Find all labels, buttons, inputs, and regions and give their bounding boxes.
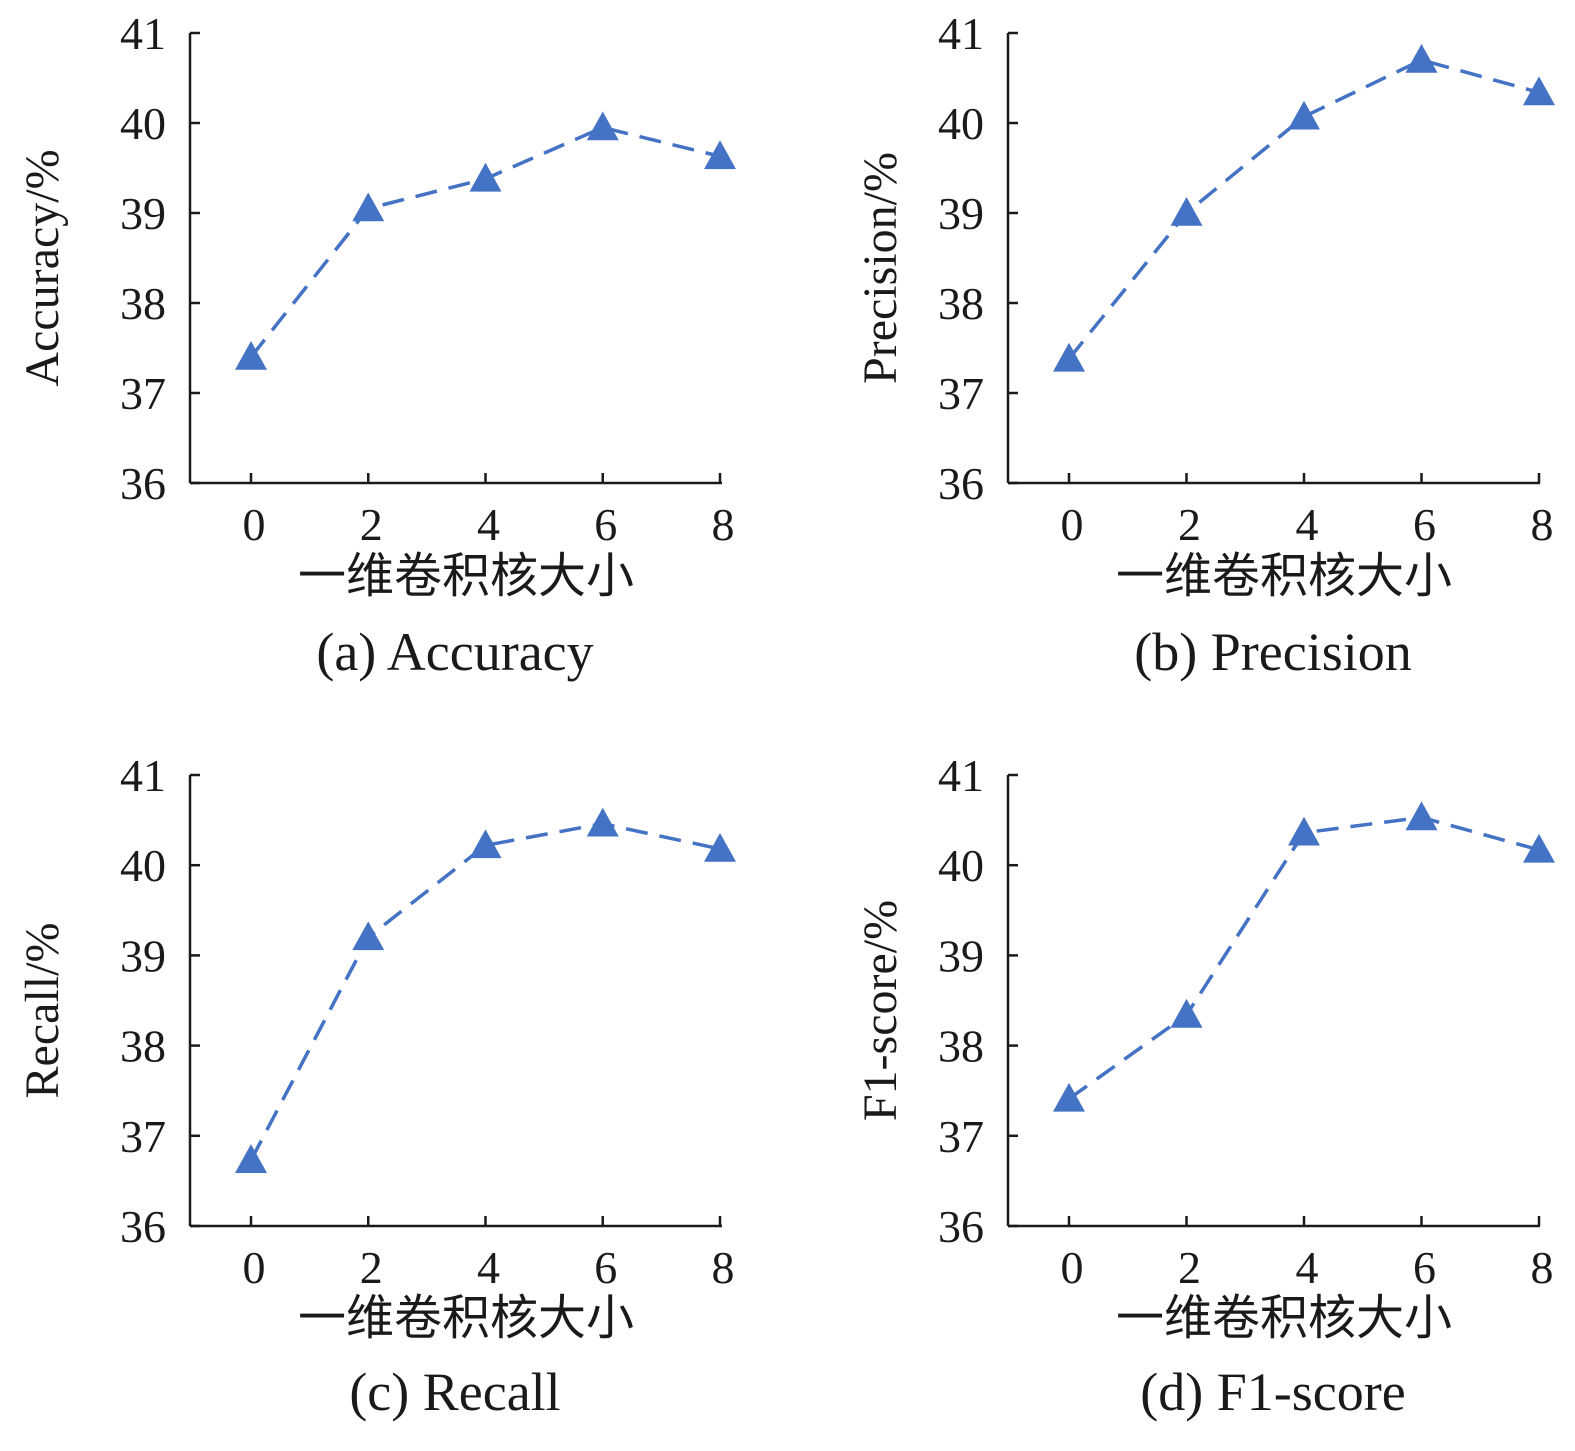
- chart-panel-4: 36 37 38 39 40 41 0 2 4 6 8 F1-score/% 一维卷积核大小 (d) F1…: [854, 750, 1555, 1422]
- x-tick-label: 6: [594, 1242, 617, 1293]
- y-tick-label: 38: [120, 1021, 166, 1072]
- x-tick-label: 0: [1061, 499, 1084, 550]
- chart-panel-1: 36 37 38 39 40 41 0 2 4 6 8 Accuracy/% 一维卷积核大小 (a) Ac…: [16, 8, 736, 682]
- x-tick-label: 8: [712, 1242, 735, 1293]
- data-point-triangle: [469, 162, 502, 192]
- x-axis-title: 一维卷积核大小: [1116, 1292, 1452, 1345]
- y-axis-title: F1-score/%: [854, 900, 907, 1121]
- y-tick-label: 40: [938, 98, 984, 149]
- data-point-triangle: [1523, 76, 1555, 106]
- x-tick-label: 4: [1296, 499, 1319, 550]
- y-tick-label: 38: [120, 278, 166, 329]
- x-tick-label: 8: [712, 499, 735, 550]
- data-point-triangle: [469, 829, 502, 859]
- data-point-triangle: [704, 140, 736, 170]
- panel-caption: (d) F1-score: [1140, 1362, 1405, 1422]
- data-point-triangle: [352, 921, 385, 951]
- x-tick-label: 2: [360, 1242, 383, 1293]
- panel-caption: (b) Precision: [1134, 622, 1411, 682]
- data-point-triangle: [1405, 44, 1438, 73]
- x-tick-label: 0: [243, 1242, 266, 1293]
- y-tick-label: 36: [120, 1201, 166, 1252]
- data-point-triangle: [235, 1144, 267, 1173]
- chart-panel-3: 36 37 38 39 40 41 0 2 4 6 8 Recall/% 一维卷积核大小 (c) Reca…: [16, 750, 736, 1422]
- y-tick-label: 41: [938, 750, 984, 801]
- y-tick-label: 37: [938, 368, 984, 419]
- panel-caption: (c) Recall: [349, 1362, 560, 1422]
- y-tick-label: 39: [938, 188, 984, 239]
- y-tick-label: 41: [120, 750, 166, 801]
- x-tick-label: 0: [243, 499, 266, 550]
- x-axis-title: 一维卷积核大小: [1116, 550, 1452, 603]
- y-tick-label: 40: [120, 98, 166, 149]
- data-point-triangle: [1405, 801, 1438, 831]
- data-point-triangle: [1288, 816, 1320, 846]
- data-point-triangle: [586, 111, 619, 141]
- x-tick-label: 4: [477, 1242, 500, 1293]
- y-tick-label: 39: [120, 930, 166, 981]
- y-tick-label: 39: [938, 930, 984, 981]
- data-point-triangle: [704, 832, 736, 862]
- series-line: [249, 125, 721, 359]
- x-axis-title: 一维卷积核大小: [298, 1292, 634, 1345]
- chart-panel-2: 36 37 38 39 40 41 0 2 4 6 8 Precision/% 一维卷积核大小 (b) P…: [854, 8, 1555, 682]
- panel-caption: (a) Accuracy: [316, 622, 593, 682]
- y-tick-label: 40: [938, 840, 984, 891]
- data-point-triangle: [1523, 833, 1555, 863]
- data-point-triangle: [1053, 1082, 1085, 1112]
- y-tick-label: 37: [120, 368, 166, 419]
- x-tick-label: 4: [477, 499, 500, 550]
- y-tick-label: 40: [120, 840, 166, 891]
- y-tick-label: 36: [120, 458, 166, 509]
- y-tick-label: 38: [938, 278, 984, 329]
- x-tick-label: 2: [1178, 1242, 1201, 1293]
- y-axis-title: Accuracy/%: [16, 149, 69, 386]
- series-line: [249, 821, 721, 1161]
- y-axis-title: Precision/%: [854, 152, 907, 384]
- x-tick-label: 2: [1178, 499, 1201, 550]
- series-line: [1067, 815, 1540, 1101]
- y-tick-label: 36: [938, 1201, 984, 1252]
- x-tick-label: 6: [1413, 1242, 1436, 1293]
- data-point-triangle: [1288, 100, 1320, 130]
- x-tick-label: 0: [1061, 1242, 1084, 1293]
- data-point-triangle: [586, 807, 619, 837]
- y-tick-label: 41: [120, 8, 166, 59]
- y-tick-label: 38: [938, 1021, 984, 1072]
- data-point-triangle: [352, 192, 385, 222]
- x-tick-label: 2: [360, 499, 383, 550]
- series-line: [1067, 58, 1540, 360]
- data-point-triangle: [235, 341, 267, 370]
- x-axis-title: 一维卷积核大小: [298, 550, 634, 603]
- x-tick-label: 4: [1296, 1242, 1319, 1293]
- x-tick-label: 6: [594, 499, 617, 550]
- y-tick-label: 41: [938, 8, 984, 59]
- y-tick-label: 39: [120, 188, 166, 239]
- y-axis-title: Recall/%: [16, 923, 69, 1099]
- y-tick-label: 37: [938, 1111, 984, 1162]
- y-tick-label: 37: [120, 1111, 166, 1162]
- x-tick-label: 8: [1531, 499, 1554, 550]
- x-tick-label: 8: [1531, 1242, 1554, 1293]
- data-point-triangle: [1170, 197, 1203, 226]
- x-tick-label: 6: [1413, 499, 1436, 550]
- data-point-triangle: [1170, 998, 1203, 1028]
- y-tick-label: 36: [938, 458, 984, 509]
- data-point-triangle: [1053, 342, 1085, 372]
